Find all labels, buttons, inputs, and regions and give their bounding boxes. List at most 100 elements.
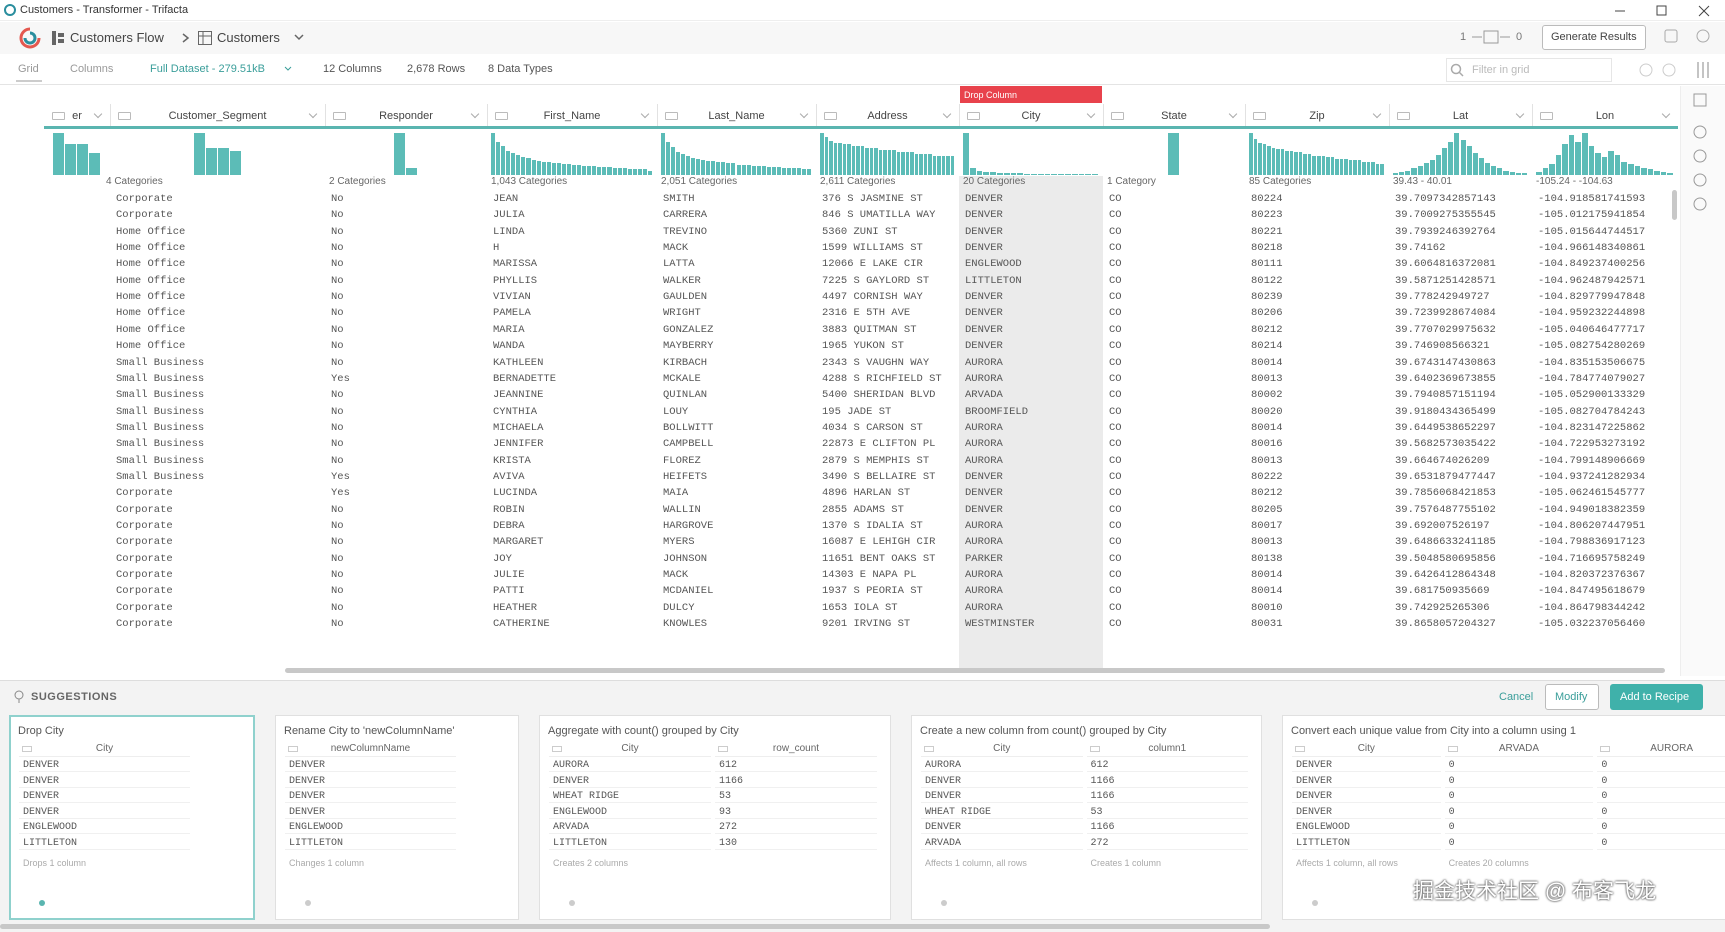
histogram-bar[interactable]	[1280, 149, 1285, 175]
histogram-bar[interactable]	[928, 154, 932, 175]
histogram-bar[interactable]	[1423, 162, 1429, 175]
histogram-bar[interactable]	[582, 166, 587, 175]
histogram-bar[interactable]	[833, 142, 837, 175]
histogram-bar[interactable]	[701, 159, 706, 175]
histogram-bar[interactable]	[607, 167, 612, 175]
histogram-bar[interactable]	[1399, 171, 1405, 175]
filter-placeholder[interactable]: Filter in grid	[1472, 64, 1530, 76]
histogram-bar[interactable]	[1312, 155, 1316, 175]
histogram-bar[interactable]	[1010, 172, 1017, 175]
histogram-bar[interactable]	[1568, 135, 1575, 175]
vertical-scrollbar[interactable]	[1672, 190, 1677, 220]
histogram-bar[interactable]	[874, 148, 878, 175]
histogram-bar[interactable]	[919, 154, 923, 175]
histogram-bar[interactable]	[65, 144, 76, 175]
histogram-bar[interactable]	[1497, 168, 1503, 175]
histogram-bar[interactable]	[1485, 162, 1491, 175]
histogram-bar[interactable]	[1024, 173, 1030, 175]
histogram-bar[interactable]	[969, 168, 976, 175]
suggestion-card[interactable]	[9, 715, 255, 920]
histogram-bar[interactable]	[406, 168, 417, 175]
histogram-bar[interactable]	[766, 166, 771, 175]
histogram-bar[interactable]	[1582, 133, 1588, 175]
histogram-bar[interactable]	[711, 161, 716, 175]
filter-input[interactable]	[1446, 58, 1612, 82]
histogram-bar[interactable]	[1285, 150, 1289, 175]
histogram-bar[interactable]	[706, 161, 711, 175]
histogram-bar[interactable]	[756, 165, 761, 175]
histogram-bar[interactable]	[1357, 160, 1362, 175]
histogram-bar[interactable]	[1258, 142, 1262, 175]
column-header[interactable]: Zip	[1309, 110, 1325, 122]
flow-name[interactable]: Customers Flow	[70, 30, 164, 45]
histogram-bar[interactable]	[847, 144, 851, 175]
histogram-bar[interactable]	[901, 152, 905, 175]
histogram-bar[interactable]	[1608, 150, 1614, 175]
histogram-bar[interactable]	[1549, 163, 1555, 175]
histogram-bar[interactable]	[1335, 158, 1339, 175]
histogram-bar[interactable]	[1085, 173, 1092, 175]
histogram-bar[interactable]	[637, 169, 642, 175]
histogram-bar[interactable]	[1380, 163, 1384, 175]
history-slider[interactable]	[1472, 30, 1512, 44]
histogram-bar[interactable]	[1307, 154, 1312, 175]
histogram-bar[interactable]	[932, 155, 936, 175]
histogram-bar[interactable]	[781, 168, 786, 175]
histogram-bar[interactable]	[1092, 173, 1098, 175]
histogram-bar[interactable]	[1294, 152, 1298, 175]
histogram-bar[interactable]	[1321, 155, 1326, 175]
histogram-bar[interactable]	[1303, 154, 1307, 175]
histogram-bar[interactable]	[1271, 147, 1276, 175]
histogram-bar[interactable]	[1051, 173, 1058, 175]
histogram-bar[interactable]	[1366, 162, 1371, 175]
histogram-bar[interactable]	[556, 162, 561, 175]
column-header[interactable]: Lon	[1595, 110, 1615, 122]
dataset-dropdown[interactable]	[294, 34, 304, 42]
histogram-bar[interactable]	[1536, 171, 1542, 175]
histogram-bar[interactable]	[1466, 146, 1472, 175]
histogram-bar[interactable]	[53, 133, 64, 175]
histogram-bar[interactable]	[1253, 139, 1258, 175]
histogram-bar[interactable]	[1071, 173, 1078, 175]
histogram-bar[interactable]	[1371, 162, 1375, 175]
column-header[interactable]: Responder	[379, 110, 433, 122]
histogram-bar[interactable]	[806, 169, 811, 175]
histogram-bar[interactable]	[721, 162, 726, 175]
histogram-bar[interactable]	[205, 148, 217, 175]
histogram-bar[interactable]	[1065, 173, 1071, 175]
histogram-bar[interactable]	[761, 165, 766, 175]
window-controls[interactable]	[1615, 4, 1715, 18]
histogram-bar[interactable]	[592, 166, 597, 175]
histogram-bar[interactable]	[516, 155, 521, 175]
histogram-bar[interactable]	[771, 166, 776, 175]
histogram-bar[interactable]	[1405, 170, 1411, 175]
cancel-button[interactable]: Cancel	[1499, 691, 1534, 703]
histogram-bar[interactable]	[1339, 158, 1344, 175]
column-header[interactable]: er	[72, 110, 82, 122]
histogram-bar[interactable]	[1262, 144, 1267, 175]
histogram-bar[interactable]	[1289, 150, 1294, 175]
column-header[interactable]: Address	[867, 110, 908, 122]
histogram-bar[interactable]	[536, 160, 541, 175]
histogram-bar[interactable]	[1595, 152, 1601, 175]
histogram-bar[interactable]	[551, 162, 556, 175]
histogram-bar[interactable]	[1393, 172, 1399, 175]
horizontal-scrollbar[interactable]	[285, 668, 1665, 673]
column-header[interactable]: Lat	[1452, 110, 1469, 122]
histogram-bar[interactable]	[691, 157, 696, 175]
histogram-bar[interactable]	[905, 152, 909, 175]
histogram-bar[interactable]	[1628, 163, 1634, 175]
histogram-bar[interactable]	[1429, 159, 1435, 175]
histogram-bar[interactable]	[681, 154, 686, 175]
grid-action-icons[interactable]	[1636, 60, 1721, 80]
histogram-bar[interactable]	[736, 164, 741, 175]
histogram-bar[interactable]	[937, 155, 941, 175]
histogram-bar[interactable]	[1654, 170, 1660, 175]
histogram-bar[interactable]	[572, 165, 577, 175]
histogram-bar[interactable]	[856, 146, 860, 175]
histogram-bar[interactable]	[914, 154, 918, 175]
histogram-bar[interactable]	[506, 150, 511, 175]
histogram-bar[interactable]	[878, 150, 882, 175]
histogram-bar[interactable]	[716, 162, 721, 175]
generate-button[interactable]	[1542, 25, 1646, 50]
